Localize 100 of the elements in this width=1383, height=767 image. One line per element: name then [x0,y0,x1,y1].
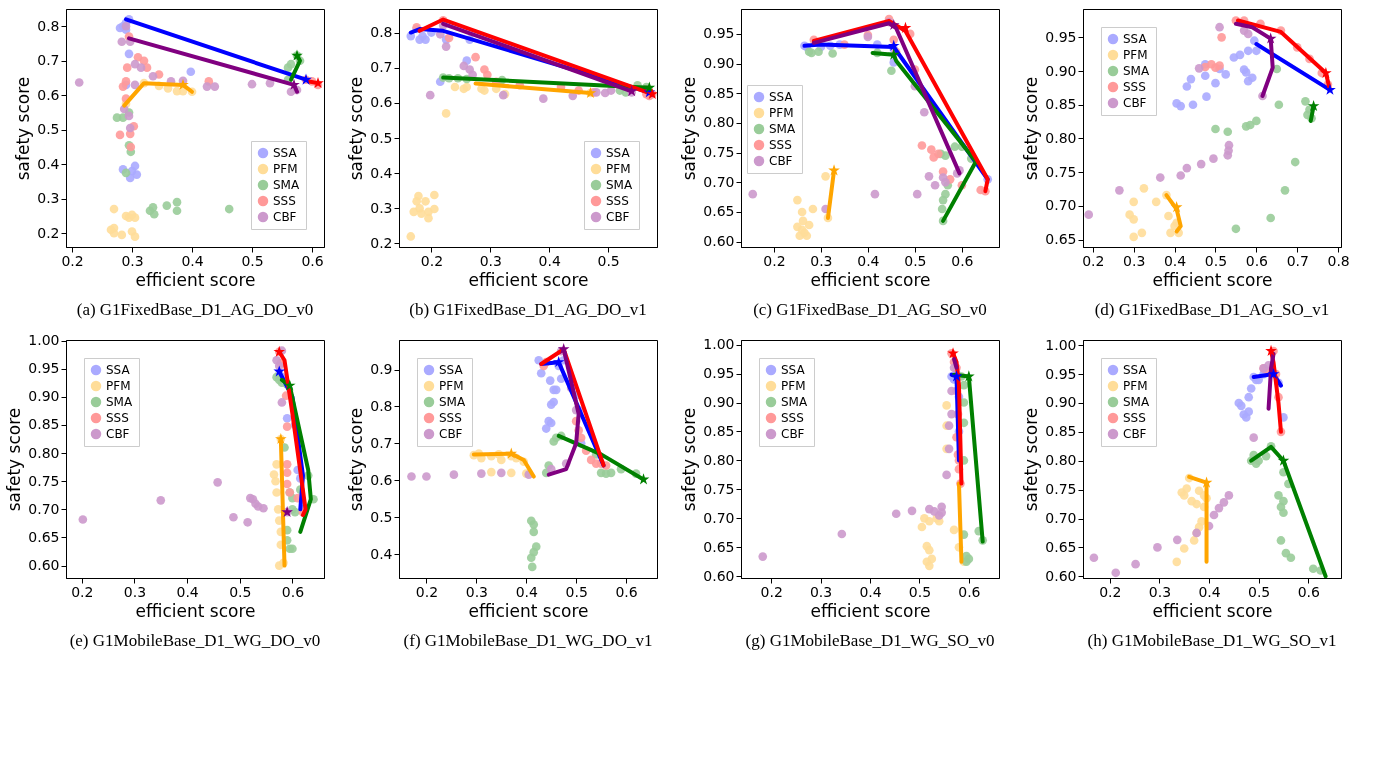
y-tick-label: 0.8 [370,24,393,41]
x-tick-label: 0.3 [479,252,502,269]
y-axis-title: safety score [1021,407,1042,512]
x-axis-title: efficient score [468,269,589,290]
y-axis-title: safety score [4,407,25,512]
legend-label: SSS [106,411,129,425]
text: (b) G1FixedBase_D1_AG_DO_v1 [409,300,647,319]
y-tick-label: 0.5 [370,508,393,525]
text: (h) G1MobileBase_D1_WG_SO_v1 [1087,631,1337,650]
x-tick-label: 0.4 [1163,252,1187,269]
y-tick-label: 0.65 [1045,231,1077,248]
legend-label: SSS [781,411,804,425]
y-tick-label: 0.7 [370,59,393,76]
y-tick-label: 0.6 [370,471,393,488]
x-tick-label: 0.4 [176,583,199,600]
y-tick-label: 0.7 [37,52,60,69]
y-tick-label: 0.65 [28,528,60,545]
y-tick-label: 0.95 [703,365,735,382]
legend-label: SSS [273,194,296,208]
y-tick-label: 0.80 [703,114,735,131]
legend-label: SSA [1123,32,1148,46]
legend-label: PFM [106,379,131,393]
y-tick-label: 0.75 [1045,163,1077,180]
y-axis-title: safety score [679,407,700,512]
x-axis-title: efficient score [135,269,256,290]
legend-label: PFM [1123,48,1148,62]
y-tick-label: 0.5 [370,129,393,146]
legend-label: SSS [769,138,792,152]
x-tick-label: 0.2 [415,583,439,600]
legend-label: SSS [439,411,462,425]
text: (f) G1MobileBase_D1_WG_DO_v1 [403,631,653,650]
legend-label: SSA [106,363,131,377]
y-tick-label: 0.85 [28,416,60,433]
y-tick-label: 0.4 [370,164,393,181]
y-tick-label: 0.2 [370,234,393,251]
x-tick-label: 0.6 [615,583,638,600]
legend-label: SMA [606,178,633,192]
y-tick-label: 0.95 [1045,365,1077,382]
y-axis-title: safety score [13,76,34,181]
text: (g) G1MobileBase_D1_WG_SO_v0 [745,631,995,650]
y-tick-label: 0.70 [1045,197,1077,214]
y-tick-label: 0.65 [703,203,735,220]
y-axis-title: safety score [679,76,700,181]
y-tick-label: 1.00 [1045,336,1077,353]
legend-label: SSS [1123,80,1146,94]
legend-label: PFM [439,379,464,393]
x-tick-label: 0.5 [908,583,932,600]
x-tick-label: 0.6 [281,583,305,600]
legend-label: SSA [1123,363,1148,377]
y-tick-label: 0.65 [1045,538,1077,555]
y-tick-label: 0.75 [703,480,735,497]
x-tick-label: 0.3 [465,583,488,600]
y-tick-label: 0.70 [703,173,735,190]
legend-label: SMA [273,178,300,192]
x-tick-label: 0.6 [1245,252,1269,269]
legend-label: SSA [769,90,794,104]
y-axis-title: safety score [346,76,367,181]
legend-label: PFM [606,162,631,176]
x-tick-label: 0.3 [123,583,147,600]
y-tick-label: 0.95 [28,360,60,377]
y-tick-label: 0.70 [28,500,60,517]
x-tick-label: 0.4 [1198,583,1221,600]
x-tick-label: 0.5 [597,252,620,269]
legend-label: PFM [781,379,806,393]
legend-label: CBF [781,427,805,441]
y-tick-label: 0.95 [1045,28,1077,45]
x-tick-label: 0.6 [958,583,981,600]
x-tick-label: 0.5 [241,252,264,269]
x-axis-title: efficient score [1152,600,1273,621]
legend-label: SSS [606,194,629,208]
y-tick-label: 0.60 [703,567,735,584]
x-tick-label: 0.4 [181,252,204,269]
text: (d) G1FixedBase_D1_AG_SO_v1 [1094,300,1330,319]
y-tick-label: 0.9 [370,361,393,378]
legend-label: SSA [439,363,464,377]
y-tick-label: 0.6 [370,94,393,111]
y-tick-label: 0.85 [1045,423,1077,440]
x-tick-label: 0.3 [121,252,144,269]
legend-label: SMA [106,395,133,409]
x-tick-label: 0.3 [810,252,833,269]
legend-label: SMA [439,395,466,409]
x-tick-label: 0.2 [71,583,94,600]
x-tick-label: 0.2 [420,252,444,269]
y-axis-title: safety score [346,407,367,512]
legend-label: SSS [1123,411,1146,425]
x-tick-label: 0.4 [859,583,882,600]
x-tick-label: 0.3 [1123,252,1146,269]
y-tick-label: 0.90 [703,55,735,72]
x-tick-label: 0.5 [1204,252,1228,269]
y-tick-label: 0.60 [1045,567,1077,584]
y-tick-label: 0.65 [703,538,735,555]
y-tick-label: 0.75 [1045,481,1077,498]
x-tick-label: 0.4 [857,252,880,269]
x-tick-label: 0.5 [229,583,252,600]
x-tick-label: 0.4 [515,583,538,600]
y-tick-label: 0.85 [703,84,735,101]
x-tick-label: 0.2 [760,583,783,600]
y-tick-label: 0.60 [28,557,60,574]
x-axis-title: efficient score [135,600,256,621]
y-tick-label: 0.3 [370,199,393,216]
